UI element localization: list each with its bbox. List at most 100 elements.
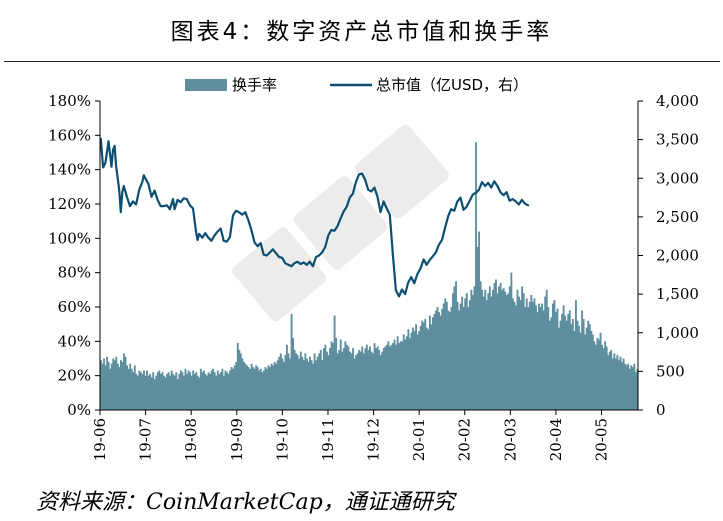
turnover-bar [338, 349, 341, 410]
turnover-bar [187, 370, 190, 410]
turnover-bar [610, 349, 613, 410]
turnover-bar [190, 375, 193, 410]
turnover-bar [163, 375, 165, 410]
turnover-bar [344, 341, 347, 410]
turnover-bar [198, 377, 201, 410]
turnover-bar [124, 356, 127, 410]
turnover-bar [445, 301, 448, 410]
turnover-bar [573, 331, 576, 410]
turnover-bar [487, 293, 490, 410]
turnover-bar [433, 313, 436, 410]
turnover-bar [293, 349, 296, 410]
turnover-bar [498, 286, 501, 410]
turnover-bar [470, 289, 473, 410]
turnover-bar [507, 293, 510, 410]
turnover-bar [461, 296, 464, 410]
turnover-bar [450, 307, 453, 410]
turnover-bar [404, 339, 407, 410]
turnover-bar [101, 363, 104, 410]
turnover-bar [535, 305, 537, 410]
turnover-bar [152, 372, 155, 410]
turnover-bar [628, 368, 631, 410]
turnover-bar [236, 343, 239, 410]
turnover-bar [272, 365, 275, 410]
turnover-bar [267, 365, 270, 410]
turnover-bar [607, 355, 610, 410]
turnover-bar [147, 375, 150, 410]
turnover-bar [384, 346, 387, 410]
turnover-bar [355, 355, 358, 410]
turnover-bar [385, 344, 388, 410]
turnover-bar [213, 372, 216, 410]
turnover-bar [364, 348, 367, 410]
turnover-bar [327, 355, 330, 410]
turnover-bar [112, 358, 115, 410]
turnover-bar [349, 351, 351, 410]
turnover-bar [422, 322, 425, 410]
turnover-bar [625, 365, 628, 410]
turnover-bar [155, 375, 158, 410]
turnover-bar [178, 373, 181, 410]
turnover-bar [332, 343, 334, 410]
turnover-bar [196, 375, 199, 410]
turnover-bar [273, 361, 276, 410]
turnover-bar [235, 361, 238, 410]
turnover-bar [452, 293, 454, 410]
turnover-bar [522, 293, 525, 410]
turnover-bar [485, 300, 488, 410]
y-right-tick-label: 1,500 [656, 285, 699, 303]
turnover-bar [100, 360, 102, 410]
turnover-bar [169, 375, 172, 410]
turnover-bar [189, 372, 192, 410]
y-left-tick-label: 140% [48, 161, 91, 179]
turnover-bar [252, 367, 255, 410]
turnover-bar [127, 368, 130, 410]
turnover-bar [505, 294, 508, 410]
turnover-bar [342, 348, 345, 410]
turnover-bar [599, 332, 602, 410]
turnover-bar [249, 368, 251, 410]
y-right-tick-label: 1,000 [656, 324, 699, 342]
turnover-bar [622, 358, 625, 410]
turnover-bar [161, 372, 164, 410]
turnover-bar [230, 367, 233, 410]
turnover-bar [530, 294, 533, 410]
turnover-bar [210, 370, 213, 410]
y-left-tick-label: 180% [48, 92, 91, 110]
turnover-bar [388, 346, 391, 410]
turnover-bar [222, 375, 225, 410]
turnover-bar [115, 356, 118, 410]
turnover-bar [281, 358, 284, 410]
turnover-bar [379, 355, 382, 410]
turnover-bar [256, 367, 259, 410]
turnover-bar [441, 308, 444, 410]
turnover-bar [186, 373, 188, 410]
turnover-bar [312, 363, 315, 410]
x-tick-label: 19-11 [319, 418, 337, 461]
turnover-bar [605, 346, 608, 410]
turnover-bar [278, 356, 281, 410]
turnover-bar [447, 310, 450, 410]
turnover-bar [541, 303, 544, 410]
turnover-bar [333, 315, 336, 410]
turnover-bar [302, 360, 305, 410]
turnover-bar [156, 372, 159, 410]
turnover-bar [496, 293, 499, 410]
x-tick-label: 19-08 [182, 418, 200, 461]
turnover-bar [113, 360, 116, 410]
turnover-bar [582, 319, 585, 410]
turnover-bar [369, 346, 371, 410]
legend-market-cap-label: 总市值（亿USD，右） [376, 76, 528, 94]
turnover-bar [481, 289, 484, 410]
turnover-bar [619, 356, 622, 410]
turnover-bar [519, 300, 522, 410]
turnover-bar [347, 346, 350, 410]
turnover-bar [296, 355, 299, 410]
turnover-bar [408, 337, 411, 410]
turnover-bar [179, 370, 182, 410]
turnover-bar [345, 344, 348, 410]
turnover-bar [356, 353, 359, 410]
turnover-bar [468, 300, 471, 410]
turnover-bar [226, 372, 228, 410]
